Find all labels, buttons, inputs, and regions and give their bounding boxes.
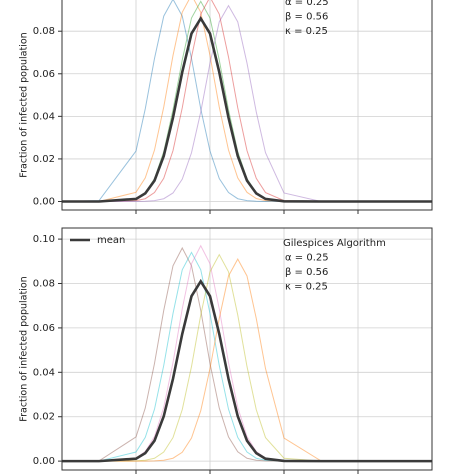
annotation: α = 0.25 xyxy=(285,0,329,8)
y-tick-label: 0.02 xyxy=(33,412,55,423)
annotation: α = 0.25 xyxy=(285,253,329,264)
y-tick-label: 0.00 xyxy=(33,196,55,207)
annotation: β = 0.56 xyxy=(285,267,328,278)
y-tick-label: 0.10 xyxy=(33,234,55,245)
y-tick-label: 0.04 xyxy=(33,367,55,378)
mean-line xyxy=(62,15,432,203)
plot-area xyxy=(62,0,432,210)
run-line xyxy=(62,258,432,462)
annotation: β = 0.56 xyxy=(285,12,328,23)
axes-frame xyxy=(61,0,433,211)
plot-area xyxy=(62,228,432,470)
legend-label: mean xyxy=(97,235,125,246)
y-tick-label: 0.08 xyxy=(33,26,55,37)
y-tick-label: 0.04 xyxy=(33,111,55,122)
y-tick-label: 0.00 xyxy=(33,456,55,467)
y-axis-label: Fraction of infected population xyxy=(19,32,30,177)
annotation: Gilespices Algorithm xyxy=(283,238,386,249)
run-line xyxy=(62,253,432,462)
mean-line xyxy=(62,278,432,463)
y-axis-label: Fraction of infected population xyxy=(19,276,30,421)
annotation: κ = 0.25 xyxy=(285,26,328,37)
run-line xyxy=(62,4,432,202)
y-tick-label: 0.08 xyxy=(33,279,55,290)
y-tick-label: 0.02 xyxy=(33,154,55,165)
annotation: κ = 0.25 xyxy=(285,282,328,293)
y-tick-label: 0.06 xyxy=(33,69,55,80)
y-tick-label: 0.06 xyxy=(33,323,55,334)
axes-frame xyxy=(61,227,433,471)
